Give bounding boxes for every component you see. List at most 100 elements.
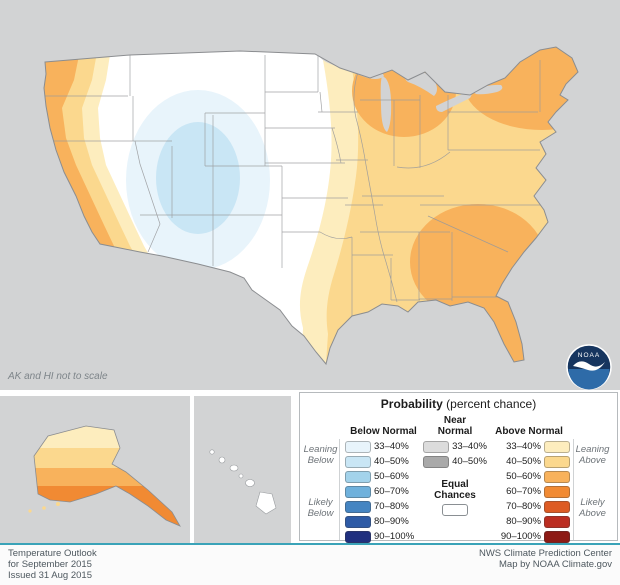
lake-erie xyxy=(436,92,472,112)
hawaii-island xyxy=(209,449,215,455)
swatch-below-50-60 xyxy=(345,470,371,483)
alaska-inset xyxy=(0,396,190,543)
equal-chances-label: Equal Chances xyxy=(434,479,476,501)
leaning-below-label: Leaning Below xyxy=(303,444,338,466)
swatch-below-40-50 xyxy=(345,455,371,468)
alaska-outline xyxy=(33,425,181,527)
conus-map-svg xyxy=(0,0,620,390)
legend-row: 50–60% xyxy=(488,469,570,484)
swatch-near-33-40 xyxy=(423,440,450,453)
legend-row: 40–50% xyxy=(345,454,422,469)
label-near-40-50: 40–50% xyxy=(452,456,487,467)
below-normal-header: Below Normal xyxy=(350,426,417,437)
legend-title-bold: Probability xyxy=(380,397,443,411)
legend-row: 33–40% xyxy=(345,439,422,454)
legend-divider-right xyxy=(573,439,574,540)
swatch-above-40-50 xyxy=(544,455,570,468)
us-outline xyxy=(43,46,579,366)
footer-title: Temperature Outlook xyxy=(8,548,97,559)
label-above-90-100: 90–100% xyxy=(500,531,541,542)
alaska-inset-svg xyxy=(0,396,190,543)
leaning-above-label: Leaning Above xyxy=(575,444,610,466)
label-below-70-80: 70–80% xyxy=(374,501,409,512)
near-normal-header: Near Normal xyxy=(437,415,473,437)
footer-source: NWS Climate Prediction Center xyxy=(478,548,612,559)
legend-near-column: Near Normal 33–40% 40–50% Equal Chances xyxy=(422,413,488,544)
above-normal-header: Above Normal xyxy=(495,426,563,437)
hawaii-island xyxy=(238,473,244,479)
lake-ontario xyxy=(473,84,503,95)
label-above-33-40: 33–40% xyxy=(506,441,541,452)
lake-michigan xyxy=(380,76,392,132)
legend-row: 33–40% xyxy=(488,439,570,454)
hawaii-inset-svg xyxy=(194,396,291,543)
hawaii-island xyxy=(229,464,239,472)
swatch-below-33-40 xyxy=(345,440,371,453)
swatch-above-60-70 xyxy=(544,485,570,498)
hawaii-inset xyxy=(194,396,291,543)
legend-row: 70–80% xyxy=(488,499,570,514)
swatch-below-60-70 xyxy=(345,485,371,498)
legend-title: Probability (percent chance) xyxy=(302,397,615,411)
label-above-70-80: 70–80% xyxy=(506,501,541,512)
footer-left: Temperature Outlook for September 2015 I… xyxy=(8,548,97,581)
label-below-33-40: 33–40% xyxy=(374,441,409,452)
footer-issued: Issued 31 Aug 2015 xyxy=(8,570,92,581)
legend-below-qualifiers: Leaning Below Likely Below xyxy=(302,413,339,544)
legend-row: 90–100% xyxy=(488,529,570,544)
legend-row: 80–90% xyxy=(488,514,570,529)
region-rockies-below-40-50 xyxy=(156,122,240,234)
label-near-33-40: 33–40% xyxy=(452,441,487,452)
legend-body: Leaning Below Likely Below Below Normal … xyxy=(302,413,615,544)
conus-map: AK and HI not to scale NOAA xyxy=(0,0,620,390)
label-below-80-90: 80–90% xyxy=(374,516,409,527)
legend-row: 50–60% xyxy=(345,469,422,484)
hawaii-background xyxy=(194,396,291,543)
legend-panel: Probability (percent chance) Leaning Bel… xyxy=(299,392,618,544)
legend-above-column: Above Normal 33–40% 40–50% 50–60% 60–70%… xyxy=(488,413,573,544)
legend-row: 60–70% xyxy=(488,484,570,499)
noaa-logo-svg: NOAA xyxy=(566,344,612,390)
swatch-above-70-80 xyxy=(544,500,570,513)
swatch-equal-chances xyxy=(442,504,468,516)
label-above-80-90: 80–90% xyxy=(506,516,541,527)
footer-right: NWS Climate Prediction Center Map by NOA… xyxy=(479,548,612,581)
label-above-40-50: 40–50% xyxy=(506,456,541,467)
aleutian-island xyxy=(28,509,32,513)
legend-title-suffix: (percent chance) xyxy=(442,397,537,411)
swatch-above-50-60 xyxy=(544,470,570,483)
legend-row: 33–40% xyxy=(422,439,488,454)
footer-period: for September 2015 xyxy=(8,559,92,570)
legend-row: 40–50% xyxy=(488,454,570,469)
swatch-above-80-90 xyxy=(544,515,570,528)
footer-content: Temperature Outlook for September 2015 I… xyxy=(0,545,620,581)
legend-above-qualifiers: Leaning Above Likely Above xyxy=(574,413,611,544)
legend-row: 70–80% xyxy=(345,499,422,514)
label-above-60-70: 60–70% xyxy=(506,486,541,497)
label-below-60-70: 60–70% xyxy=(374,486,409,497)
swatch-below-90-100 xyxy=(345,530,371,543)
noaa-logo: NOAA xyxy=(566,344,612,390)
legend-row: 90–100% xyxy=(345,529,422,544)
hawaii-big-island xyxy=(255,491,277,515)
footer: Temperature Outlook for September 2015 I… xyxy=(0,543,620,585)
likely-above-label: Likely Above xyxy=(579,496,606,519)
swatch-above-90-100 xyxy=(544,530,570,543)
legend-row: 60–70% xyxy=(345,484,422,499)
legend-row: 80–90% xyxy=(345,514,422,529)
swatch-below-80-90 xyxy=(345,515,371,528)
legend-below-column: Below Normal 33–40% 40–50% 50–60% 60–70%… xyxy=(340,413,422,544)
label-below-40-50: 40–50% xyxy=(374,456,409,467)
noaa-seagull-icon xyxy=(573,361,605,371)
insets-row: Probability (percent chance) Leaning Bel… xyxy=(0,390,620,543)
label-above-50-60: 50–60% xyxy=(506,471,541,482)
swatch-above-33-40 xyxy=(544,440,570,453)
aleutian-island xyxy=(56,502,60,506)
state-borders xyxy=(45,55,546,316)
footer-divider xyxy=(0,543,620,545)
label-below-90-100: 90–100% xyxy=(374,531,415,542)
noaa-lower-half xyxy=(568,369,610,390)
hawaii-island xyxy=(245,479,255,487)
label-below-50-60: 50–60% xyxy=(374,471,409,482)
